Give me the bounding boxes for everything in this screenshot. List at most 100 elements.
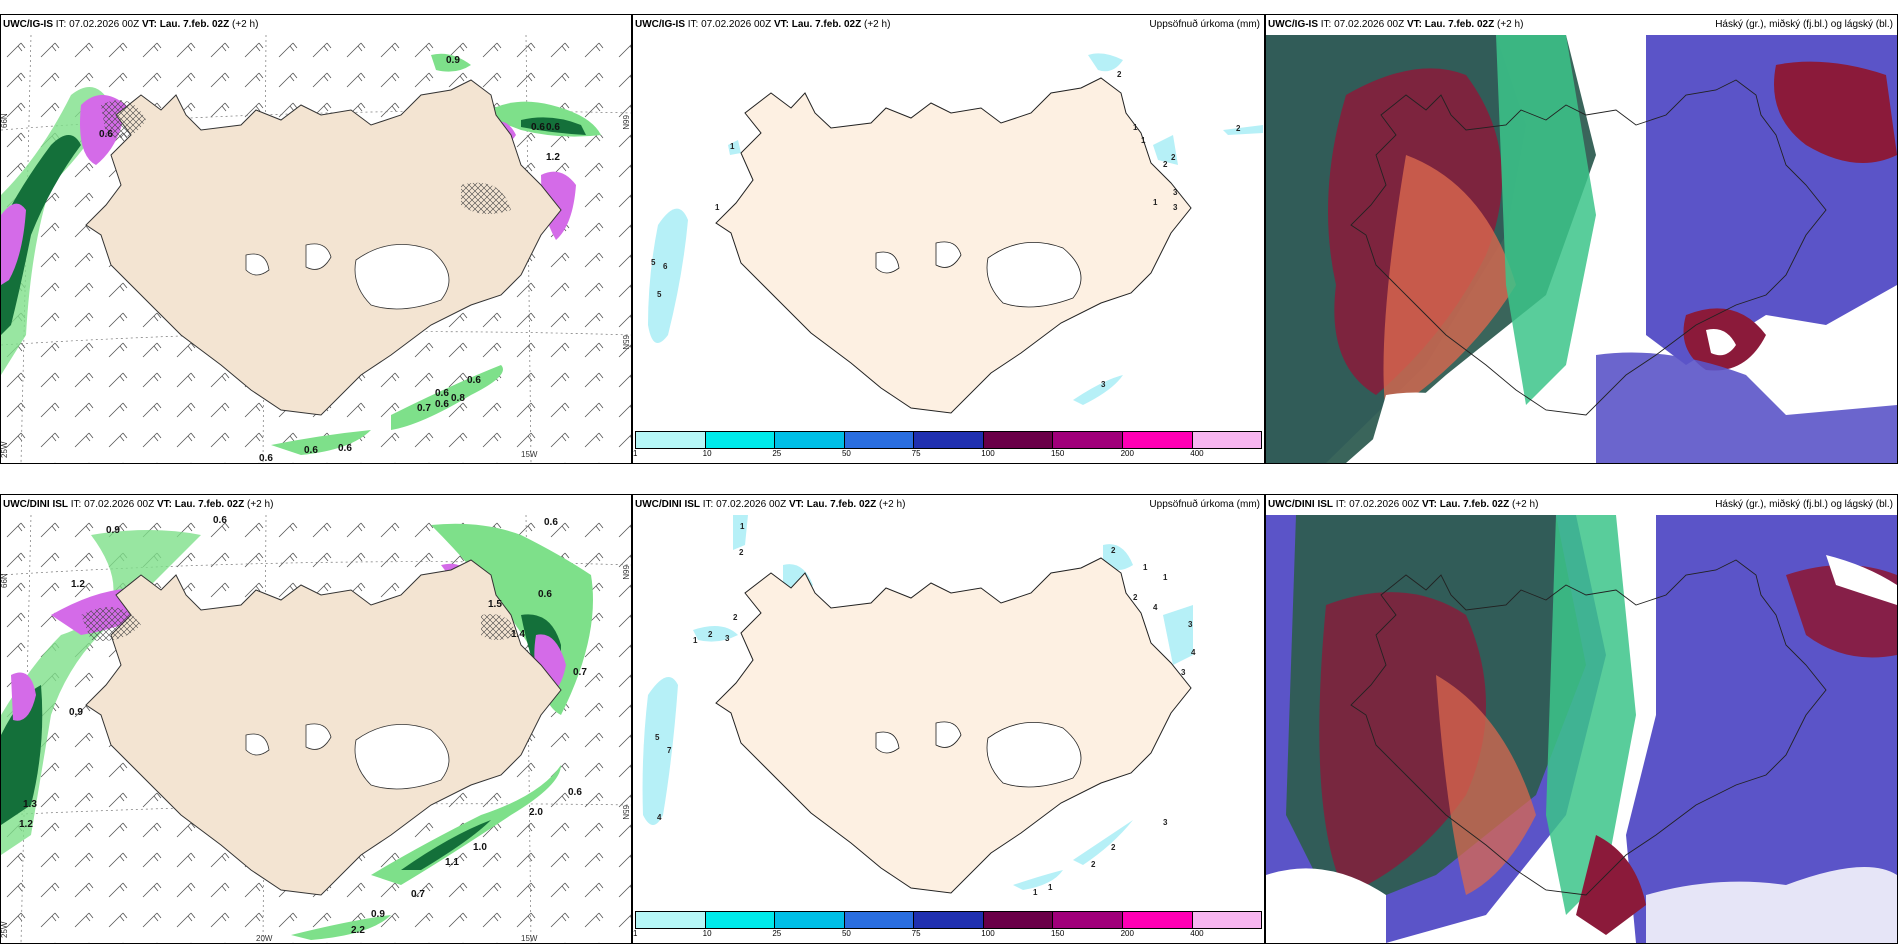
precip-label: 1.2 (71, 579, 85, 590)
panel-wind-precip-igis: UWC/IG-IS IT: 07.02.2026 00Z VT: Lau. 7.… (0, 14, 632, 464)
colorbar-tick: 150 (1050, 449, 1065, 458)
precip-values: 0.9 0.6 0.6 1.2 1.5 1.4 1.3 1.2 0.9 0.6 … (19, 515, 587, 936)
accum-label: 1 (715, 203, 720, 212)
it-label: IT: (1335, 499, 1347, 510)
colorbar-ticks: 1 10 25 50 75 100 150 200 400 (633, 929, 1262, 941)
map-accumulated-precip: 1 2 2 2 3 1 5 7 4 2 1 1 2 4 3 3 4 2 3 2 … (642, 515, 1196, 897)
colorbar-segment (1122, 432, 1193, 448)
accum-label: 4 (1191, 648, 1196, 657)
model-name: UWC/DINI ISL (3, 499, 68, 510)
map-wind-precip: 0.9 0.6 0.6 1.2 1.5 1.4 1.3 1.2 0.9 0.6 … (1, 515, 631, 943)
panel-header: UWC/IG-IS IT: 07.02.2026 00Z VT: Lau. 7.… (1, 15, 631, 35)
accum-label: 2 (733, 613, 738, 622)
accum-label: 3 (1181, 668, 1186, 677)
panel-title: Uppsöfnuð úrkoma (mm) (1149, 19, 1260, 30)
accum-values: 1 2 2 2 3 1 5 7 4 2 1 1 2 4 3 3 4 2 3 2 … (655, 522, 1196, 897)
accum-label: 3 (1163, 818, 1168, 827)
vt-value: Lau. 7.feb. 02Z (1424, 19, 1495, 30)
accum-label: 2 (1111, 546, 1116, 555)
colorbar-tick: 200 (1120, 449, 1134, 458)
precip-label: 0.6 (531, 122, 545, 133)
precip-label: 0.6 (467, 375, 481, 386)
lead-time: (+2 h) (247, 499, 274, 510)
colorbar-tick: 100 (981, 929, 995, 938)
precip-label: 0.7 (573, 667, 587, 678)
model-name: UWC/DINI ISL (635, 499, 700, 510)
iceland-landmass (81, 559, 562, 896)
lon-label: 15W (521, 450, 538, 459)
accum-label: 1 (1153, 198, 1158, 207)
accum-label: 2 (1117, 70, 1122, 79)
precip-label: 2.2 (351, 925, 365, 936)
accum-label: 2 (1133, 593, 1138, 602)
precip-label: 2.0 (529, 807, 543, 818)
colorbar (635, 431, 1262, 449)
it-value: 07.02.2026 00Z (1334, 19, 1405, 30)
accum-label: 1 (1141, 136, 1146, 145)
precip-label: 1.0 (473, 842, 487, 853)
map-wind-precip: 0.9 0.6 0.6 0.6 0.6 0.7 0.6 0.8 0.6 0.6 … (1, 35, 631, 463)
accum-shading (648, 53, 1263, 405)
precip-label: 1.2 (546, 152, 560, 163)
colorbar-segment (1192, 912, 1262, 928)
accum-label: 7 (667, 746, 672, 755)
accum-label: 1 (1133, 123, 1138, 132)
accum-label: 3 (1173, 188, 1178, 197)
accum-label: 2 (1163, 160, 1168, 169)
precip-label: 0.9 (446, 55, 460, 66)
accum-label: 2 (739, 548, 744, 557)
colorbar-tick: 200 (1120, 929, 1134, 938)
lead-time: (+2 h) (1512, 499, 1539, 510)
accum-label: 1 (1143, 563, 1148, 572)
precip-label: 0.6 (568, 787, 582, 798)
accum-values: 2 2 1 1 2 1 1 3 3 1 5 6 5 3 2 (651, 70, 1241, 389)
accum-label: 1 (1048, 883, 1053, 892)
vt-value: Lau. 7.feb. 02Z (174, 499, 245, 510)
precip-label: 0.6 (435, 388, 449, 399)
colorbar-segment (914, 432, 984, 448)
accum-label: 1 (693, 636, 698, 645)
colorbar-tick: 10 (702, 449, 712, 458)
colorbar-segment (983, 432, 1054, 448)
it-label: IT: (1320, 19, 1332, 30)
accum-label: 3 (1173, 203, 1178, 212)
lon-label: 20W (256, 934, 273, 943)
colorbar-ticks: 1 10 25 50 75 100 150 200 400 (633, 449, 1262, 461)
accum-label: 2 (1111, 843, 1116, 852)
precip-label: 1.3 (23, 799, 37, 810)
precip-label: 0.6 (538, 589, 552, 600)
precip-label: 0.6 (304, 445, 318, 456)
panel-header: UWC/DINI ISL IT: 07.02.2026 00Z VT: Lau.… (1, 495, 631, 515)
lat-label: 65N (621, 805, 630, 820)
precip-label: 0.7 (411, 889, 425, 900)
accum-label: 3 (725, 634, 730, 643)
colorbar-segment (844, 912, 915, 928)
lat-label: 66N (1, 573, 9, 588)
precip-label: 0.6 (544, 517, 558, 528)
panel-wind-precip-dini: UWC/DINI ISL IT: 07.02.2026 00Z VT: Lau.… (0, 494, 632, 944)
lat-label: 66N (621, 115, 630, 130)
lon-label: 25W (1, 441, 9, 458)
precip-label: 0.6 (435, 399, 449, 410)
colorbar (635, 911, 1262, 929)
lead-time: (+2 h) (232, 19, 259, 30)
precip-label: 0.7 (417, 403, 431, 414)
cloud-layers (1266, 515, 1897, 943)
colorbar-tick: 75 (911, 929, 921, 938)
panel-header: UWC/DINI ISL IT: 07.02.2026 00Z VT: Lau.… (1266, 495, 1897, 515)
colorbar-segment (705, 912, 776, 928)
panel-title: Háský (gr.), miðský (fj.bl.) og lágský (… (1715, 19, 1893, 30)
vt-label: VT: (788, 499, 804, 510)
vt-label: VT: (1406, 19, 1422, 30)
vt-label: VT: (141, 19, 157, 30)
accum-label: 1 (1163, 573, 1168, 582)
colorbar-tick: 25 (772, 929, 782, 938)
precip-label: 0.6 (213, 515, 227, 526)
lon-label: 15W (521, 934, 538, 943)
lat-label: 65N (621, 335, 630, 350)
iceland-outline (1350, 559, 1827, 896)
colorbar-segment (983, 912, 1054, 928)
colorbar-tick: 1 (633, 449, 638, 458)
accum-shading (642, 515, 1193, 890)
colorbar-tick: 50 (841, 929, 851, 938)
